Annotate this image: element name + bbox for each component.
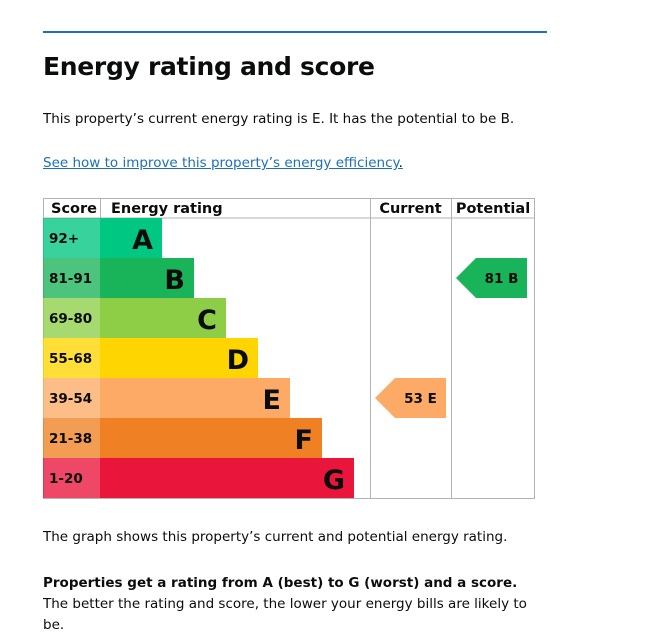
- rating-explanation-bold: Properties get a rating from A (best) to…: [43, 575, 518, 591]
- rating-bar: [100, 338, 258, 378]
- rating-letter: G: [323, 465, 345, 496]
- score-cell: [43, 218, 100, 258]
- current-rating-arrow: [375, 378, 446, 418]
- rating-bar: [100, 458, 354, 498]
- score-range-label: 55-68: [49, 351, 92, 367]
- improve-efficiency-link[interactable]: See how to improve this property’s energ…: [43, 155, 403, 171]
- score-cell: [43, 338, 100, 378]
- rating-explanation-rest: The better the rating and score, the low…: [43, 596, 527, 633]
- potential-rating-label: 81 B: [485, 271, 519, 287]
- potential-rating-arrow: [456, 258, 527, 298]
- column-header: Energy rating: [111, 201, 223, 217]
- score-range-label: 69-80: [49, 311, 92, 327]
- rating-letter: A: [132, 225, 153, 256]
- rating-letter: F: [295, 425, 313, 456]
- link-suffix: .: [398, 155, 403, 171]
- score-range-label: 21-38: [49, 431, 92, 447]
- current-rating-label: 53 E: [404, 391, 437, 407]
- score-cell: [43, 458, 100, 498]
- section-divider: [43, 31, 547, 33]
- rating-letter: B: [164, 265, 185, 296]
- column-header: Current: [379, 201, 441, 217]
- rating-bar: [100, 218, 162, 258]
- rating-bar: [100, 298, 226, 338]
- score-range-label: 39-54: [49, 391, 92, 407]
- energy-rating-graph: Score Energy rating Current Potential 92+ A 81…: [43, 198, 535, 499]
- rating-bar: [100, 378, 290, 418]
- current-rating-text: This property’s current energy rating is…: [43, 111, 515, 127]
- page-title: Energy rating and score: [43, 52, 375, 81]
- rating-bar: [100, 258, 194, 298]
- rating-bar: [100, 418, 322, 458]
- score-cell: [43, 378, 100, 418]
- rating-letter: C: [197, 305, 217, 336]
- score-cell: [43, 258, 100, 298]
- rating-letter: E: [263, 385, 281, 416]
- rating-explanation: Properties get a rating from A (best) to…: [43, 573, 543, 636]
- score-cell: [43, 418, 100, 458]
- graph-caption: The graph shows this property’s current …: [43, 529, 508, 545]
- column-header: Potential: [456, 201, 530, 217]
- score-range-label: 81-91: [49, 271, 92, 287]
- score-range-label: 1-20: [49, 471, 83, 487]
- column-header: Score: [51, 201, 97, 217]
- score-cell: [43, 298, 100, 338]
- rating-letter: D: [227, 345, 249, 376]
- improve-efficiency-link-text[interactable]: See how to improve this property’s energ…: [43, 155, 399, 171]
- score-range-label: 92+: [49, 231, 79, 247]
